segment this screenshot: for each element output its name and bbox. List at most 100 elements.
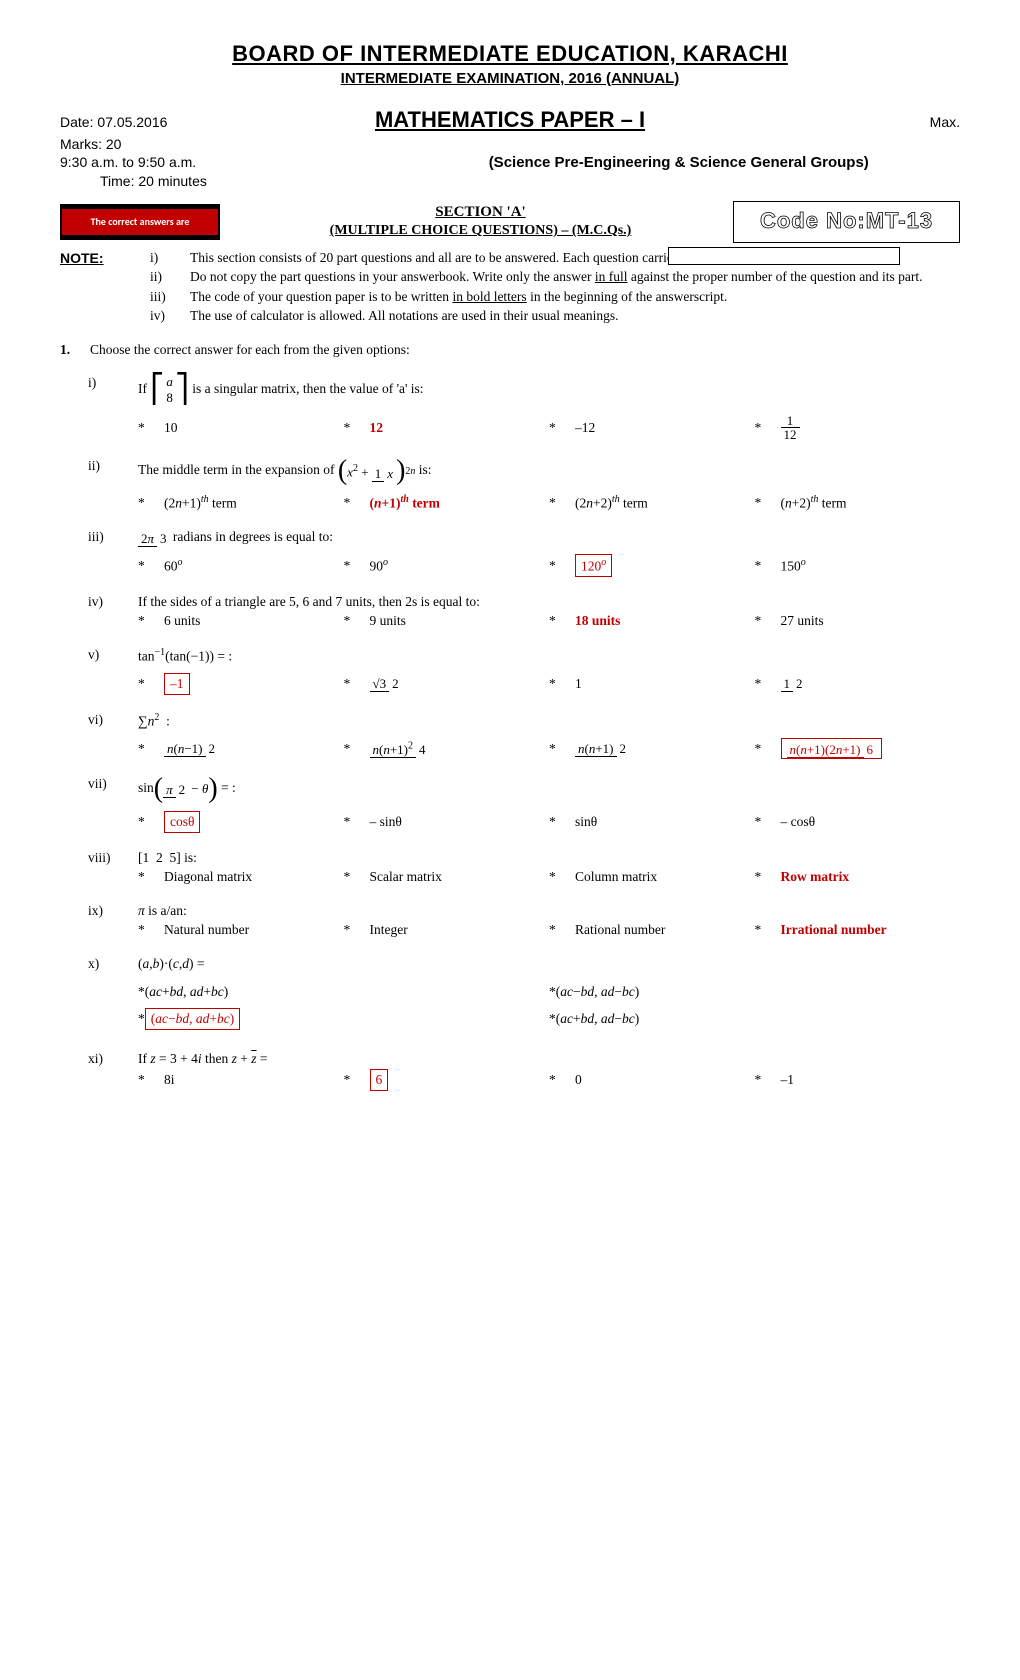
q-vi-options: *n(n−1)2 *n(n+1)24 *n(n+1)2 *n(n+1)(2n+1…	[138, 738, 960, 760]
q-ii-num: ii)	[60, 457, 138, 512]
q-x-stem: (a,b)·(c,d) =	[138, 955, 960, 973]
q-vi-opt-a: n(n−1)2	[164, 742, 218, 755]
note-i-num: i)	[150, 249, 190, 267]
q-ii-stem: The middle term in the expansion of (x2 …	[138, 457, 960, 485]
q-viii-stem: [1 2 5] is:	[138, 849, 960, 867]
q-ix-opt-b: Integer	[370, 921, 408, 939]
q-vi-body: ∑n2 : *n(n−1)2 *n(n+1)24 *n(n+1)2 *n(n+1…	[138, 711, 960, 760]
note-ii-num: ii)	[150, 268, 190, 286]
q-viii-opt-d: Row matrix	[781, 868, 850, 886]
q-v-stem: tan−1(tan(−1)) = :	[138, 646, 960, 665]
time-label: Time: 20 minutes	[60, 172, 960, 190]
board-title: BOARD OF INTERMEDIATE EDUCATION, KARACHI	[60, 40, 960, 69]
groups-label: (Science Pre-Engineering & Science Gener…	[398, 153, 961, 173]
section-row: The correct answers are SECTION 'A' (MUL…	[60, 201, 960, 243]
section-a-label: SECTION 'A'	[228, 203, 733, 223]
q-iii-options: *60o *90o *120o *150o	[138, 554, 960, 577]
note-ii: ii) Do not copy the part questions in yo…	[150, 268, 960, 286]
q-vii: vii) sin(π2 − θ) = : *cosθ *– sinθ *sinθ…	[60, 775, 960, 833]
q-v-num: v)	[60, 646, 138, 695]
q-viii-body: [1 2 5] is: *Diagonal matrix *Scalar mat…	[138, 849, 960, 886]
paper-title: MATHEMATICS PAPER – I	[285, 106, 735, 135]
mcq-label: (MULTIPLE CHOICE QUESTIONS) – (M.C.Qs.)	[228, 222, 733, 240]
q-ix-stem: π is a/an:	[138, 902, 960, 920]
q-x-opt-a: (ac+bd, ad+bc)	[145, 983, 229, 1001]
q-i-options: *10 *12 *–12 *112	[138, 414, 960, 441]
q-x: x) (a,b)·(c,d) = *(ac+bd, ad+bc) *(ac−bd…	[60, 955, 960, 1034]
q-iv-num: iv)	[60, 593, 138, 630]
q-ix-body: π is a/an: *Natural number *Integer *Rat…	[138, 902, 960, 939]
q-vi-opt-b: n(n+1)24	[370, 741, 429, 755]
q-xi: xi) If z = 3 + 4i then z + z = *8i *6 *0…	[60, 1050, 960, 1091]
note-heading: NOTE:	[60, 249, 150, 267]
q-iv-stem: If the sides of a triangle are 5, 6 and …	[138, 593, 960, 611]
q-x-num: x)	[60, 955, 138, 1034]
q-iii-opt-c: 120o	[575, 554, 612, 577]
note-iv-num: iv)	[150, 307, 190, 325]
q-x-opt-c: (ac−bd, ad+bc)	[145, 1008, 241, 1030]
q-vii-options: *cosθ *– sinθ *sinθ *– cosθ	[138, 811, 960, 833]
q-x-body: (a,b)·(c,d) = *(ac+bd, ad+bc) *(ac−bd, a…	[138, 955, 960, 1034]
note-ii-text: Do not copy the part questions in your a…	[190, 268, 960, 286]
q-vi-opt-c: n(n+1)2	[575, 742, 629, 755]
code-text: Code No:MT-13	[760, 207, 933, 236]
q-i-opt-a: 10	[164, 419, 178, 437]
q-v-opt-d: 12	[781, 677, 806, 690]
q-ii-opt-d: (n+2)th term	[781, 493, 847, 512]
q-x-options: *(ac+bd, ad+bc) *(ac−bd, ad−bc) *(ac−bd,…	[138, 979, 960, 1034]
correct-answers-box-outer: The correct answers are	[60, 204, 220, 240]
q-iv-body: If the sides of a triangle are 5, 6 and …	[138, 593, 960, 630]
q-iv-opt-d: 27 units	[781, 612, 824, 630]
q-ix-opt-c: Rational number	[575, 921, 665, 939]
q-iv-opt-c: 18 units	[575, 612, 620, 630]
q-iii-opt-d: 150o	[781, 556, 806, 575]
q-ii-opt-a: (2n+1)th term	[164, 493, 237, 512]
q-ii-opt-b: (n+1)th term	[370, 493, 440, 512]
q-v-body: tan−1(tan(−1)) = : *–1 *√32 *1 *12	[138, 646, 960, 695]
q-iv-opt-b: 9 units	[370, 612, 406, 630]
note-iii-num: iii)	[150, 288, 190, 306]
note-iv: iv) The use of calculator is allowed. Al…	[150, 307, 960, 325]
notes-container: NOTE: i) This section consists of 20 par…	[60, 249, 960, 327]
q-i-body: If ⎡a8⎤ is a singular matrix, then the v…	[138, 374, 960, 441]
q-viii-options: *Diagonal matrix *Scalar matrix *Column …	[138, 868, 960, 886]
q-i-matrix: ⎡a8⎤	[150, 374, 189, 406]
q-iii-opt-b: 90o	[370, 556, 389, 575]
q-v-opt-c: 1	[575, 675, 582, 693]
q-vii-stem: sin(π2 − θ) = :	[138, 775, 960, 803]
q-xi-options: *8i *6 *0 *–1	[138, 1069, 960, 1091]
note-iv-text: The use of calculator is allowed. All no…	[190, 307, 960, 325]
q-xi-opt-d: –1	[781, 1071, 795, 1089]
q-ii: ii) The middle term in the expansion of …	[60, 457, 960, 512]
q-iii: iii) 2π3 radians in degrees is equal to:…	[60, 528, 960, 577]
q-iii-stem: 2π3 radians in degrees is equal to:	[138, 528, 960, 546]
q-iii-opt-a: 60o	[164, 556, 183, 575]
q-viii-opt-a: Diagonal matrix	[164, 868, 252, 886]
q-xi-body: If z = 3 + 4i then z + z = *8i *6 *0 *–1	[138, 1050, 960, 1091]
q-ix: ix) π is a/an: *Natural number *Integer …	[60, 902, 960, 939]
q-vii-opt-b: – sinθ	[370, 813, 402, 831]
q-vi-num: vi)	[60, 711, 138, 760]
q-v-options: *–1 *√32 *1 *12	[138, 673, 960, 695]
q-ii-options: *(2n+1)th term *(n+1)th term *(2n+2)th t…	[138, 493, 960, 512]
q-i-opt-b: 12	[370, 419, 384, 437]
q-xi-opt-c: 0	[575, 1071, 582, 1089]
q-xi-opt-a: 8i	[164, 1071, 175, 1089]
q-viii: viii) [1 2 5] is: *Diagonal matrix *Scal…	[60, 849, 960, 886]
question-1: 1. Choose the correct answer for each fr…	[60, 341, 960, 359]
q-ix-opt-a: Natural number	[164, 921, 249, 939]
q-iv: iv) If the sides of a triangle are 5, 6 …	[60, 593, 960, 630]
exam-title: INTERMEDIATE EXAMINATION, 2016 (ANNUAL)	[60, 69, 960, 89]
q-v-opt-b: √32	[370, 677, 402, 690]
q-viii-opt-c: Column matrix	[575, 868, 657, 886]
q1-text: Choose the correct answer for each from …	[90, 341, 410, 359]
q-x-opt-b: (ac−bd, ad−bc)	[556, 983, 640, 1001]
header-row-1: Date: 07.05.2016 MATHEMATICS PAPER – I M…	[60, 106, 960, 135]
correct-answers-box: The correct answers are	[62, 209, 218, 235]
q-ii-expr: (x2 + 1x)2n	[338, 457, 416, 485]
q-ix-num: ix)	[60, 902, 138, 939]
q-iv-opt-a: 6 units	[164, 612, 200, 630]
q-ii-opt-c: (2n+2)th term	[575, 493, 648, 512]
note-iii-text: The code of your question paper is to be…	[190, 288, 960, 306]
q-iv-options: *6 units *9 units *18 units *27 units	[138, 612, 960, 630]
